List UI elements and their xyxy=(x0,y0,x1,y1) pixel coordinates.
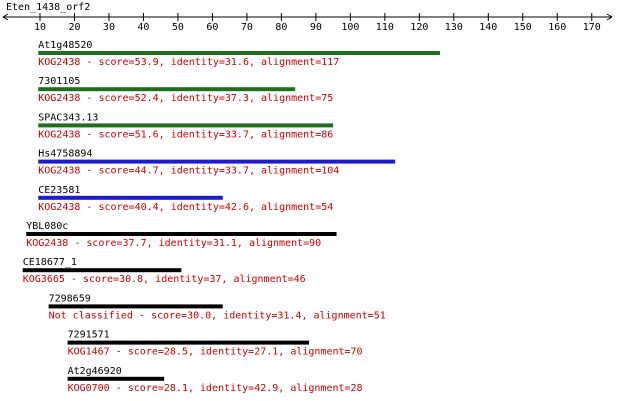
x-tick-label: 50 xyxy=(172,22,184,33)
hit-name: CE23581 xyxy=(38,185,80,196)
hit-label: KOG2438 - score=52.4, identity=37.3, ali… xyxy=(38,93,333,104)
x-tick-label: 150 xyxy=(514,22,532,33)
hit-bar xyxy=(22,268,182,273)
x-tick-label: 160 xyxy=(548,22,566,33)
x-tick-label: 140 xyxy=(479,22,497,33)
hit-name: 7298659 xyxy=(49,293,91,304)
hit-label: KOG2438 - score=40.4, identity=42.6, ali… xyxy=(38,202,333,213)
x-tick-label: 110 xyxy=(376,22,394,33)
hit-name: 7301105 xyxy=(38,76,80,87)
hit-bar xyxy=(38,195,223,200)
x-tick-label: 170 xyxy=(583,22,601,33)
x-tick-label: 10 xyxy=(34,22,46,33)
x-tick-label: 40 xyxy=(137,22,149,33)
hit-name: YBL080c xyxy=(26,221,68,232)
hit-label: KOG3665 - score=30.8, identity=37, align… xyxy=(23,274,306,285)
hit-name: CE18677_1 xyxy=(23,257,77,268)
hit-label: Not classified - score=30.0, identity=31… xyxy=(49,310,386,321)
x-tick-label: 90 xyxy=(310,22,322,33)
x-tick-label: 130 xyxy=(445,22,463,33)
hit-name: 7291571 xyxy=(68,330,110,341)
hit-label: KOG2438 - score=53.9, identity=31.6, ali… xyxy=(38,57,339,68)
hit-name: At1g48520 xyxy=(38,40,92,51)
hit-name: Hs4758894 xyxy=(38,149,92,160)
hit-bar xyxy=(48,304,223,309)
hit-bar xyxy=(38,51,441,55)
hit-name: At2g46920 xyxy=(68,366,122,377)
hit-bar xyxy=(26,232,337,236)
x-tick-label: 30 xyxy=(103,22,115,33)
x-tick-label: 20 xyxy=(68,22,80,33)
hit-label: KOG0700 - score=28.1, identity=42.9, ali… xyxy=(68,383,363,394)
chart-title: Eten_1438_orf2 xyxy=(6,2,90,13)
hit-bar xyxy=(67,376,165,381)
x-tick-label: 70 xyxy=(241,22,253,33)
hit-bar xyxy=(67,340,309,345)
hit-label: KOG1467 - score=28.5, identity=27.1, ali… xyxy=(68,347,363,358)
x-tick-label: 60 xyxy=(206,22,218,33)
x-tick-label: 80 xyxy=(275,22,287,33)
ruler-arrows xyxy=(2,13,613,21)
x-tick-label: 100 xyxy=(341,22,359,33)
hit-label: KOG2438 - score=51.6, identity=33.7, ali… xyxy=(38,129,333,140)
hit-label: KOG2438 - score=44.7, identity=33.7, ali… xyxy=(38,166,339,177)
hit-bar xyxy=(38,159,396,164)
hit-bar xyxy=(38,123,334,128)
hit-bar xyxy=(38,87,296,92)
x-tick-label: 120 xyxy=(410,22,428,33)
hit-name: SPAC343.13 xyxy=(38,112,98,123)
hit-label: KOG2438 - score=37.7, identity=31.1, ali… xyxy=(26,238,321,249)
